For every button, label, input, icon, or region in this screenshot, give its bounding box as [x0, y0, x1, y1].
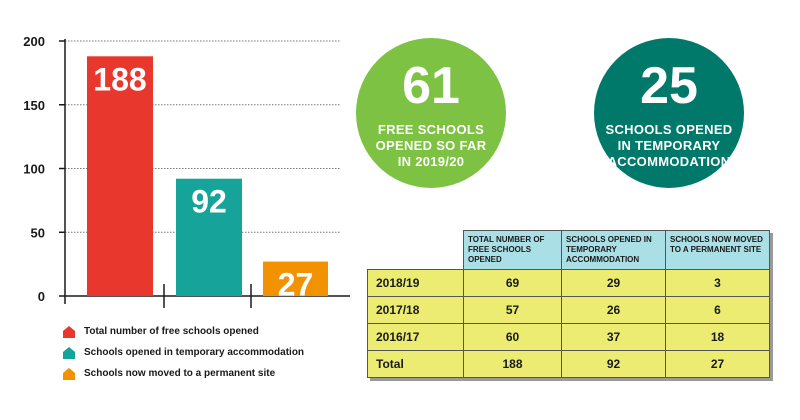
y-tick-label: 0: [38, 289, 45, 304]
table-cell: 3: [665, 269, 770, 297]
stat-value: 25: [640, 57, 698, 115]
summary-table-wrapper: TOTAL NUMBER OF FREE SCHOOLS OPENED SCHO…: [367, 230, 770, 378]
legend-item-temporary: Schools opened in temporary accommodatio…: [62, 342, 304, 363]
stat-value: 61: [402, 57, 460, 115]
bar-value-label: 27: [278, 267, 314, 303]
legend-label-total: Total number of free schools opened: [84, 326, 259, 337]
bar-value-label: 188: [93, 61, 146, 97]
table-cell: 60: [463, 323, 562, 351]
table-header-permanent: SCHOOLS NOW MOVED TO A PERMANENT SITE: [665, 230, 770, 270]
table-row-total: Total 188 92 27: [367, 350, 770, 378]
table-row: 2016/17 60 37 18: [367, 323, 770, 351]
y-tick-label: 100: [23, 162, 45, 177]
y-tick-label: 50: [31, 225, 45, 240]
bar: [87, 56, 153, 296]
summary-table: TOTAL NUMBER OF FREE SCHOOLS OPENED SCHO…: [367, 230, 770, 378]
bar: [176, 178, 242, 296]
chart-legend: Total number of free schools opened Scho…: [62, 321, 304, 384]
table-cell-year: 2016/17: [367, 323, 464, 351]
stat-circle-temporary-accommodation: 25 SCHOOLS OPENED IN TEMPORARY ACCOMMODA…: [594, 38, 744, 188]
y-tick-label: 150: [23, 98, 45, 113]
legend-item-total: Total number of free schools opened: [62, 321, 304, 342]
table-header-row: TOTAL NUMBER OF FREE SCHOOLS OPENED SCHO…: [367, 230, 770, 270]
stat-caption: SCHOOLS OPENED IN TEMPORARY ACCOMMODATIO…: [605, 122, 733, 169]
table-cell: 6: [665, 296, 770, 324]
table-header-temporary: SCHOOLS OPENED IN TEMPORARY ACCOMMODATIO…: [561, 230, 666, 270]
stat-circle-free-schools-2019-20: 61 FREE SCHOOLS OPENED SO FAR IN 2019/20: [356, 38, 506, 188]
table-cell-year: Total: [367, 350, 464, 378]
table-header-total: TOTAL NUMBER OF FREE SCHOOLS OPENED: [463, 230, 562, 270]
bar-value-label: 92: [191, 184, 227, 220]
table-cell: 29: [561, 269, 666, 297]
table-cell: 27: [665, 350, 770, 378]
table-cell: 26: [561, 296, 666, 324]
house-icon: [63, 325, 75, 338]
table-row: 2017/18 57 26 6: [367, 296, 770, 324]
table-cell-year: 2017/18: [367, 296, 464, 324]
table-cell: 18: [665, 323, 770, 351]
table-cell: 37: [561, 323, 666, 351]
bar: [263, 261, 328, 296]
table-header-blank: [367, 230, 464, 270]
table-row: 2018/19 69 29 3: [367, 269, 770, 297]
house-icon: [63, 346, 75, 359]
table-cell: 57: [463, 296, 562, 324]
legend-label-temporary: Schools opened in temporary accommodatio…: [84, 347, 305, 358]
legend-item-permanent: Schools now moved to a permanent site: [62, 363, 304, 384]
house-icon: [63, 367, 75, 380]
y-tick-label: 200: [23, 34, 45, 49]
table-cell: 69: [463, 269, 562, 297]
legend-label-permanent: Schools now moved to a permanent site: [84, 368, 276, 379]
table-cell: 188: [463, 350, 562, 378]
table-cell: 92: [561, 350, 666, 378]
bar-chart: 0 50 100 150 200 188 92 27: [23, 34, 350, 308]
stat-caption: FREE SCHOOLS OPENED SO FAR IN 2019/20: [375, 122, 487, 169]
table-cell-year: 2018/19: [367, 269, 464, 297]
